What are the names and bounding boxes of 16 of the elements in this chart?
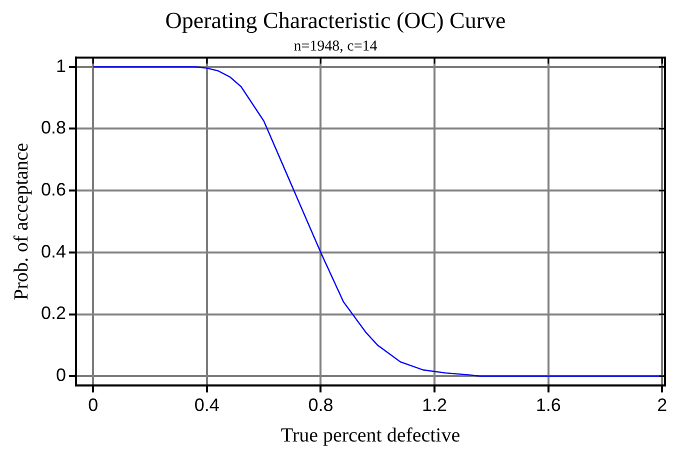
y-tick-label: 0.8 (40, 118, 66, 138)
chart-subtitle: n=1948, c=14 (294, 38, 378, 55)
x-tick-label: 0 (88, 395, 98, 416)
y-tick-label: 0.6 (40, 180, 66, 200)
x-tick-label: 0.4 (194, 395, 220, 416)
y-tick-label: 1 (56, 56, 66, 76)
y-tick-label: 0 (56, 365, 66, 386)
x-tick-label: 0.8 (308, 395, 334, 416)
x-axis-title: True percent defective (280, 424, 460, 446)
x-tick-label: 2 (657, 395, 668, 416)
y-axis-title: Prob. of acceptance (10, 142, 32, 300)
chart-title: Operating Characteristic (OC) Curve (165, 8, 506, 33)
y-tick-label: 0.2 (40, 303, 66, 324)
x-tick-label: 1.6 (536, 395, 561, 416)
x-tick-label: 1.2 (422, 395, 448, 416)
y-tick-label: 0.4 (40, 241, 66, 262)
